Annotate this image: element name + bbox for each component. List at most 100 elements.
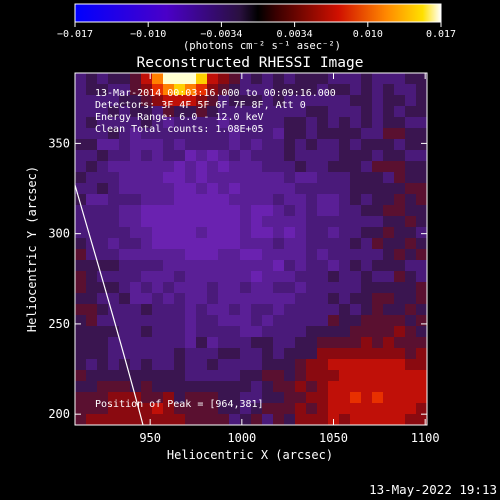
heatmap-cell [163,172,175,184]
heatmap-cell [229,95,241,107]
heatmap-cell [196,403,208,415]
heatmap-cell [119,370,131,382]
heatmap-cell [108,73,120,85]
heatmap-cell [152,282,164,294]
heatmap-cell [251,392,263,404]
heatmap-cell [97,117,109,129]
heatmap-cell [251,216,263,228]
heatmap-cell [306,249,318,261]
heatmap-cell [339,73,351,85]
x-axis-label: Heliocentric X (arcsec) [167,448,333,462]
heatmap-cell [317,304,329,316]
heatmap-cell [394,337,406,349]
heatmap-cell [339,117,351,129]
heatmap-cell [273,348,285,360]
heatmap-cell [306,315,318,327]
heatmap-cell [75,84,87,96]
heatmap-cell [119,139,131,151]
heatmap-cell [119,205,131,217]
heatmap-cell [317,414,329,425]
heatmap-cell [405,381,417,393]
heatmap-cell [251,117,263,129]
heatmap-cell [295,381,307,393]
heatmap-cell [394,106,406,118]
heatmap-cell [405,414,417,425]
heatmap-cell [152,172,164,184]
heatmap-cell [185,73,197,85]
colorbar-tick-label: −0.010 [130,29,166,40]
heatmap-cell [108,84,120,96]
heatmap-cell [339,370,351,382]
heatmap-cell [328,348,340,360]
heatmap-cell [262,337,274,349]
heatmap-cell [163,249,175,261]
heatmap-cell [350,315,362,327]
heatmap-cell [207,271,219,283]
heatmap-cell [262,106,274,118]
heatmap-cell [130,150,142,162]
heatmap-cell [229,106,241,118]
heatmap-cell [97,403,109,415]
heatmap-cell [306,73,318,85]
heatmap-cell [295,392,307,404]
heatmap-cell [350,139,362,151]
heatmap-cell [251,84,263,96]
heatmap-cell [218,194,230,206]
heatmap-cell [86,216,98,228]
heatmap-cell [185,95,197,107]
heatmap-cell [75,337,87,349]
heatmap-cell [97,139,109,151]
heatmap-cell [207,183,219,195]
heatmap-cell [262,260,274,272]
heatmap-cell [361,414,373,425]
heatmap-cell [328,337,340,349]
heatmap-cell [196,337,208,349]
heatmap-cell [339,205,351,217]
heatmap-cell [273,359,285,371]
heatmap-cell [372,359,384,371]
heatmap-cell [185,282,197,294]
heatmap-cell [306,293,318,305]
heatmap-cell [229,370,241,382]
heatmap-cell [361,348,373,360]
heatmap-cell [328,106,340,118]
heatmap-cell [350,84,362,96]
heatmap-cell [361,183,373,195]
heatmap-cell [306,370,318,382]
heatmap-cell [185,260,197,272]
heatmap-cell [240,370,252,382]
heatmap-cell [416,359,427,371]
heatmap-cell [339,227,351,239]
heatmap-cell [218,326,230,338]
heatmap-cell [119,315,131,327]
heatmap-cell [229,403,241,415]
heatmap-cell [229,271,241,283]
heatmap-cell [372,370,384,382]
heatmap-cell [262,84,274,96]
heatmap-cell [416,370,427,382]
heatmap-cell [350,106,362,118]
heatmap-cell [163,205,175,217]
heatmap-cell [394,326,406,338]
heatmap-cell [185,227,197,239]
heatmap-cell [218,315,230,327]
heatmap-cell [405,95,417,107]
heatmap-cell [394,139,406,151]
heatmap-cell [251,249,263,261]
heatmap-cell [75,392,87,404]
heatmap-cell [207,359,219,371]
heatmap-cell [119,227,131,239]
heatmap-cell [240,381,252,393]
heatmap-cell [196,183,208,195]
heatmap-cell [317,249,329,261]
heatmap-cell [317,194,329,206]
heatmap-cell [174,106,186,118]
heatmap-cell [229,183,241,195]
heatmap-cell [328,117,340,129]
heatmap-cell [328,139,340,151]
heatmap-cell [207,304,219,316]
heatmap-cell [240,260,252,272]
heatmap-cell [251,403,263,415]
heatmap-cell [196,150,208,162]
heatmap-cell [130,403,142,415]
